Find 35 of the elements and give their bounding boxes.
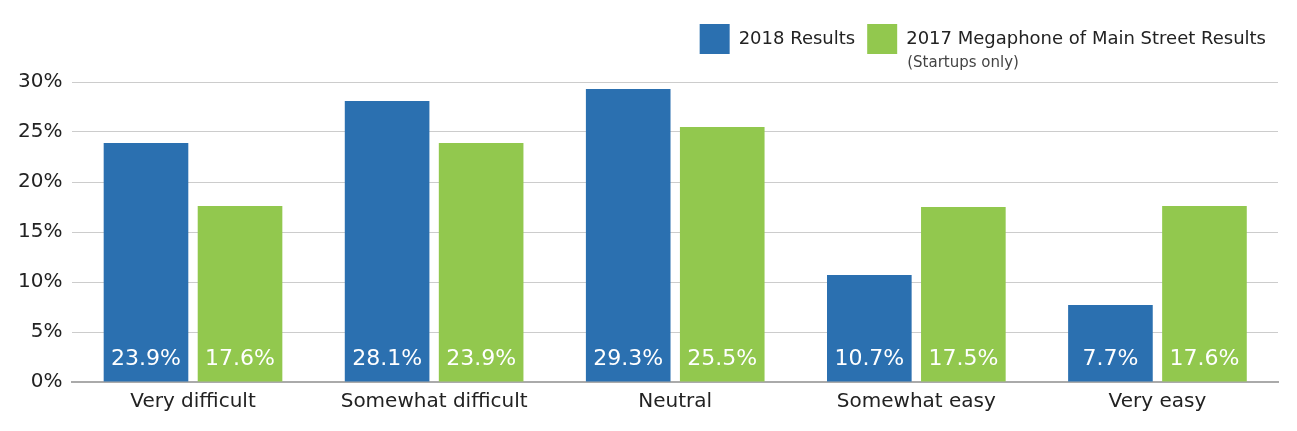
y-tick-label: 5% bbox=[30, 318, 63, 343]
x-tick-label: Somewhat difficult bbox=[340, 388, 528, 413]
bar bbox=[103, 143, 189, 382]
bar bbox=[585, 89, 671, 382]
bar bbox=[438, 143, 524, 382]
y-tick-label: 15% bbox=[18, 218, 63, 243]
y-tick-label: 10% bbox=[18, 268, 63, 293]
x-tick-label: Somewhat easy bbox=[836, 388, 997, 413]
data-label: 28.1% bbox=[352, 345, 423, 371]
y-tick-label: 30% bbox=[18, 68, 63, 93]
data-label: 29.3% bbox=[593, 345, 664, 371]
legend-label: 2018 Results bbox=[738, 26, 856, 48]
data-label: 17.5% bbox=[928, 345, 999, 371]
x-tick-label: Very easy bbox=[1108, 388, 1207, 413]
bar bbox=[827, 275, 912, 382]
text: (Startups only) bbox=[907, 53, 1019, 72]
y-tick-label: 25% bbox=[18, 118, 63, 143]
data-label: 10.7% bbox=[834, 345, 905, 371]
data-label: 23.9% bbox=[111, 345, 181, 371]
x-tick-label: Neutral bbox=[638, 388, 713, 413]
data-label: 25.5% bbox=[687, 345, 758, 371]
bar bbox=[679, 127, 765, 382]
y-tick-label: 20% bbox=[18, 168, 63, 193]
legend-label: 2017 Megaphone of Main Street Results bbox=[906, 26, 1267, 48]
bar bbox=[344, 101, 430, 382]
data-label: 7.7% bbox=[1082, 345, 1139, 371]
bar bbox=[921, 207, 1006, 382]
bar bbox=[1162, 206, 1247, 382]
bar bbox=[1068, 305, 1153, 382]
bar bbox=[197, 206, 283, 382]
data-label: 17.6% bbox=[1169, 345, 1240, 371]
x-tick-label: Very difficult bbox=[130, 388, 256, 413]
y-tick-label: 0% bbox=[30, 368, 63, 393]
data-label: 23.9% bbox=[446, 345, 517, 371]
data-label: 17.6% bbox=[205, 345, 275, 371]
